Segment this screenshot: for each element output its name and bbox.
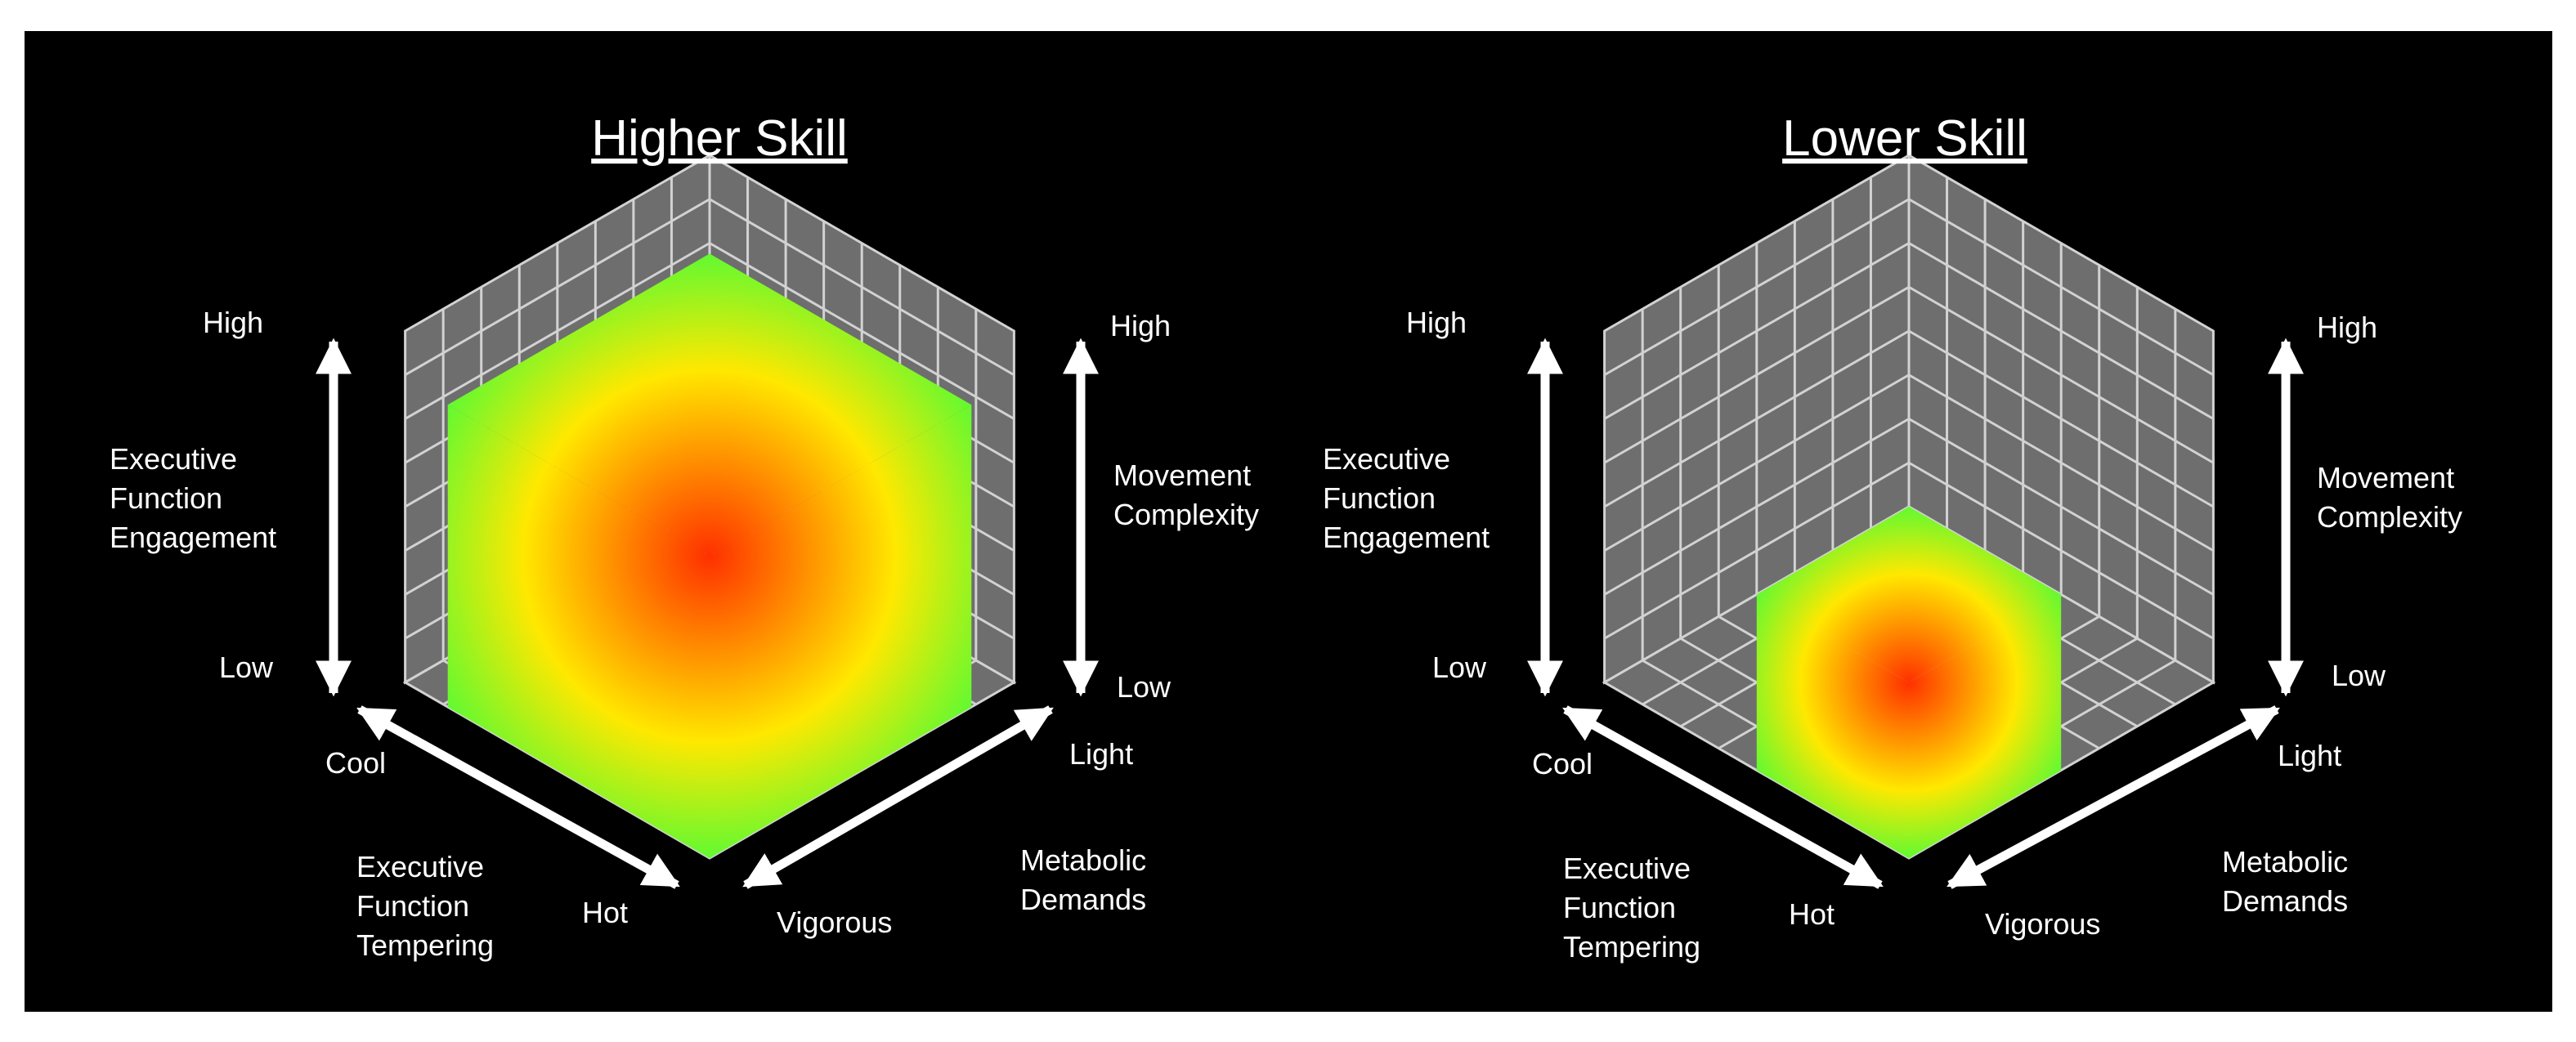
axis-name-line-1: Executive [1323,442,1450,476]
axis-low-label: Low [1117,670,1172,704]
axis-near-label: Cool [1532,747,1593,780]
grid-line [1908,198,2215,377]
axis-name-line-3: Tempering [1563,930,1700,964]
axis-high-label: High [1406,306,1467,339]
axis-name-line-2: Function [1323,481,1436,515]
axis-high-label: High [203,306,263,339]
axis-name-line-1: Executive [356,850,484,883]
grid-line [1603,198,1910,377]
axis-name-line-1: Metabolic [2222,845,2348,879]
axis-name-line-1: Executive [1563,852,1691,885]
axis-name-line-3: Engagement [110,521,276,554]
axis-far-label: Hot [582,896,628,929]
axis-low-label: Low [1432,651,1487,684]
axis-name-line-3: Tempering [356,928,494,962]
axis-name-line-1: Executive [110,442,237,476]
grid-line [1603,242,1910,420]
axis-arrow-metabolic-demands [1947,705,2280,889]
grid-line [709,242,1015,420]
axis-name-line-2: Complexity [1113,498,1259,531]
axis-arrow-metabolic-demands [742,705,1054,889]
axis-near-label: Light [2278,739,2341,772]
axis-near-label: Light [1069,737,1133,771]
grid-line [404,242,710,420]
grid-line [1603,285,1910,464]
grid-line [709,198,1015,377]
axis-far-label: Vigorous [777,906,892,939]
grid-line [1908,242,2215,420]
grid-line [1908,285,2215,464]
axis-high-label: High [2317,311,2377,344]
axis-name-line-1: Movement [1113,458,1251,492]
axis-name-line-2: Function [110,481,222,515]
axis-near-label: Cool [325,746,386,780]
axis-low-label: Low [219,651,274,684]
panel-title: Lower Skill [1782,110,2027,167]
axis-name-line-1: Movement [2317,461,2454,494]
axis-name-line-1: Metabolic [1020,843,1146,877]
panel-lower-skill: Lower Skill High Low Executive Function … [1323,110,2462,964]
axis-low-label: Low [2332,659,2386,692]
axis-arrow-executive-tempering [1562,705,1884,889]
grid-line [404,198,710,377]
axis-high-label: High [1110,309,1171,342]
axis-arrow-executive-tempering [356,705,680,889]
axis-far-label: Vigorous [1985,907,2100,941]
axis-name-line-2: Complexity [2317,500,2462,534]
axis-name-line-3: Engagement [1323,521,1490,554]
axis-name-line-2: Function [356,889,469,923]
axis-name-line-2: Function [1563,891,1676,924]
panel-higher-skill: Higher Skill High Low Executive Function… [110,110,1259,962]
axis-name-line-2: Demands [1020,883,1146,916]
axis-far-label: Hot [1789,897,1835,931]
cube-face-top [1756,507,2062,682]
axis-name-line-2: Demands [2222,884,2348,918]
panel-title: Higher Skill [591,110,848,167]
